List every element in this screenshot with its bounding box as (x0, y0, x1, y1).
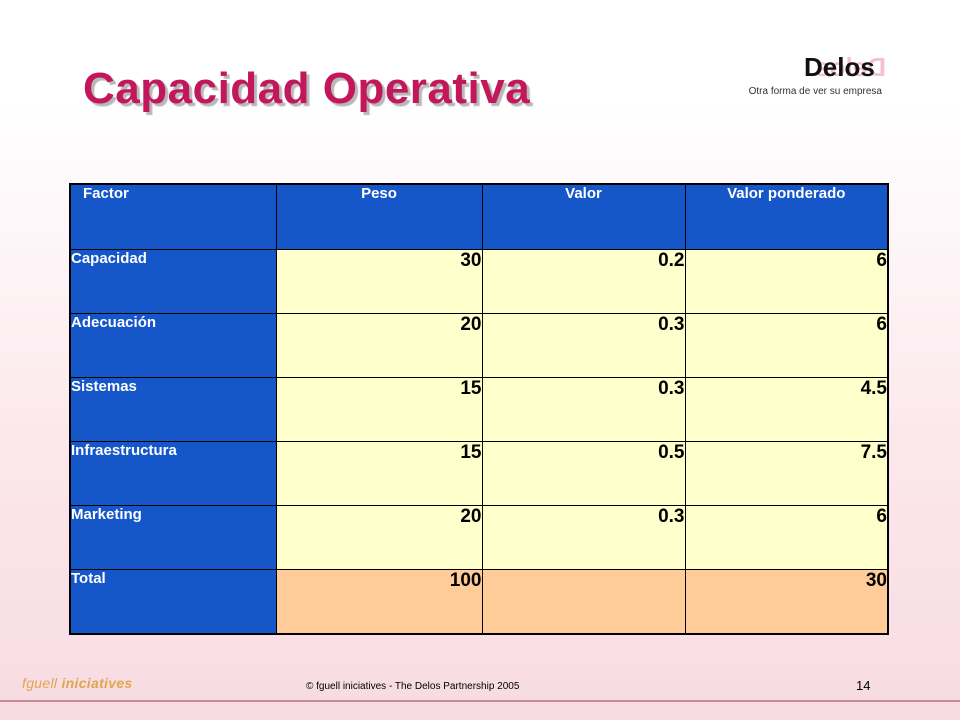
header-valor: Valor (481, 183, 686, 250)
logo-mirrored-text: Delos (815, 54, 886, 82)
row-factor: Adecuación (69, 313, 277, 378)
delos-logo-mark: Delos Delos (804, 54, 886, 82)
delos-logo: Delos Delos (716, 54, 888, 98)
row-valor: 0.5 (481, 441, 686, 506)
row-ponderado: 6 (684, 249, 889, 314)
row-peso: 15 (275, 441, 483, 506)
footer-brand-logo: fguell iniciatives (22, 675, 133, 691)
capacity-table: Factor Peso Valor Valor ponderado Capaci… (69, 183, 889, 635)
row-factor: Sistemas (69, 377, 277, 442)
row-factor: Infraestructura (69, 441, 277, 506)
header-peso: Peso (275, 183, 483, 250)
row-valor: 0.3 (481, 313, 686, 378)
row-valor: 0.2 (481, 249, 686, 314)
footer-divider (0, 700, 960, 702)
row-ponderado: 7.5 (684, 441, 889, 506)
row-peso: 20 (275, 313, 483, 378)
footer-brand-word1: fguell (22, 675, 58, 691)
slide-number: 14 (856, 678, 871, 693)
table-row: Marketing 20 0.3 6 (69, 505, 889, 570)
row-ponderado: 6 (684, 505, 889, 570)
total-valor (481, 569, 686, 635)
table-header-row: Factor Peso Valor Valor ponderado (69, 183, 889, 250)
table-row: Infraestructura 15 0.5 7.5 (69, 441, 889, 506)
row-peso: 20 (275, 505, 483, 570)
header-valor-ponderado: Valor ponderado (684, 183, 889, 250)
table-row: Capacidad 30 0.2 6 (69, 249, 889, 314)
row-factor: Marketing (69, 505, 277, 570)
header-factor: Factor (69, 183, 277, 250)
footer-brand-word2: iniciatives (61, 675, 133, 691)
table-total-row: Total 100 30 (69, 569, 889, 635)
table-row: Adecuación 20 0.3 6 (69, 313, 889, 378)
row-peso: 30 (275, 249, 483, 314)
footer-copyright: © fguell iniciatives - The Delos Partner… (306, 681, 520, 692)
total-peso: 100 (275, 569, 483, 635)
slide-title: Capacidad Operativa (83, 64, 531, 113)
row-ponderado: 6 (684, 313, 889, 378)
total-ponderado: 30 (684, 569, 889, 635)
row-peso: 15 (275, 377, 483, 442)
row-valor: 0.3 (481, 505, 686, 570)
logo-brand-text: Delos (804, 54, 875, 82)
logo-tagline: Otra forma de ver su empresa (748, 86, 882, 97)
table-row: Sistemas 15 0.3 4.5 (69, 377, 889, 442)
row-ponderado: 4.5 (684, 377, 889, 442)
row-valor: 0.3 (481, 377, 686, 442)
row-factor: Capacidad (69, 249, 277, 314)
total-label: Total (69, 569, 277, 635)
